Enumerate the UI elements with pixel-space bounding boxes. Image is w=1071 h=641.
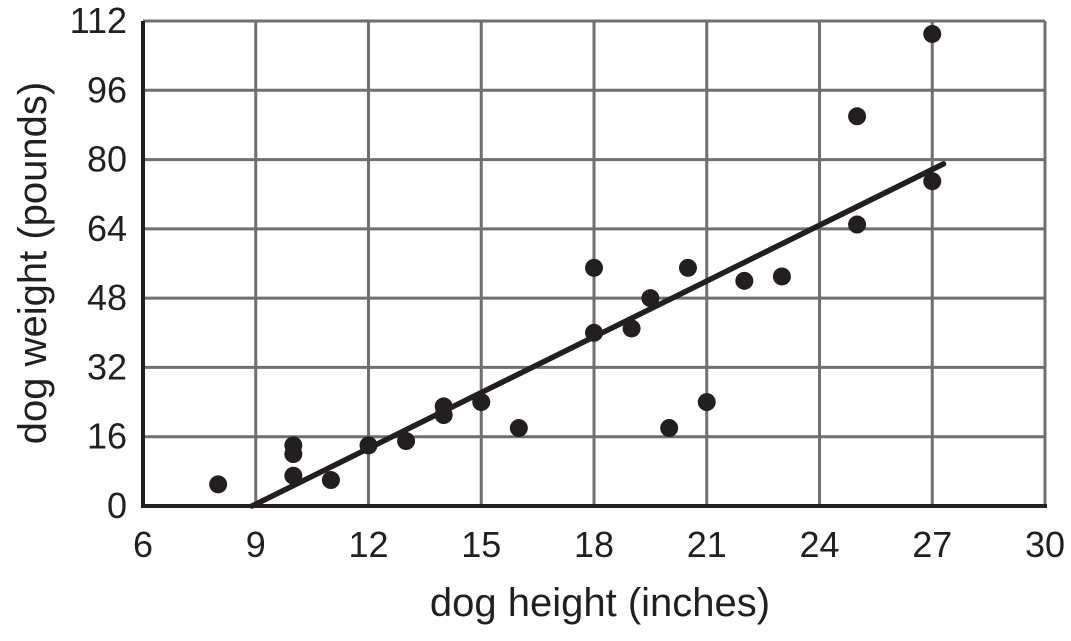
data-point	[397, 432, 416, 451]
data-point	[284, 466, 303, 485]
data-point	[209, 475, 228, 494]
data-point	[923, 172, 942, 191]
y-tick-label: 16	[87, 416, 127, 457]
x-tick-label: 6	[133, 524, 153, 565]
data-point	[923, 24, 942, 43]
x-tick-label: 21	[687, 524, 727, 565]
data-point	[641, 289, 660, 308]
scatter-points	[209, 24, 942, 494]
data-point	[472, 393, 491, 412]
x-tick-label: 15	[461, 524, 501, 565]
data-point	[772, 267, 791, 286]
y-tick-label: 0	[107, 485, 127, 526]
axes	[141, 21, 1047, 508]
y-tick-label: 32	[87, 346, 127, 387]
y-tick-label: 64	[87, 208, 127, 249]
data-point	[434, 397, 453, 416]
data-point	[359, 436, 378, 455]
y-tick-label: 48	[87, 277, 127, 318]
data-point	[585, 323, 603, 342]
x-axis-title: dog height (inches)	[430, 581, 770, 625]
x-tick-label: 18	[574, 524, 614, 565]
y-tick-label: 112	[70, 0, 127, 41]
x-tick-label: 30	[1025, 524, 1065, 565]
data-point	[284, 436, 303, 455]
gridlines	[143, 19, 1047, 506]
data-point	[622, 319, 641, 338]
x-tick-label: 12	[348, 524, 388, 565]
data-point	[321, 471, 340, 490]
data-point	[735, 271, 754, 290]
data-point	[509, 419, 528, 438]
tick-labels: 6 9 12 15 18 21 24 27 30 0 16 32 48 64 80 96 112	[70, 0, 1065, 565]
data-point	[585, 258, 603, 277]
y-tick-label: 96	[87, 69, 127, 110]
data-point	[678, 258, 697, 277]
data-point	[848, 107, 867, 126]
data-point	[697, 393, 716, 412]
data-point	[660, 419, 679, 438]
x-tick-label: 24	[799, 524, 839, 565]
data-point	[848, 215, 867, 234]
x-tick-label: 9	[246, 524, 266, 565]
y-axis-title: dog weight (pounds)	[11, 82, 55, 444]
y-tick-label: 80	[87, 139, 127, 180]
x-tick-label: 27	[912, 524, 952, 565]
